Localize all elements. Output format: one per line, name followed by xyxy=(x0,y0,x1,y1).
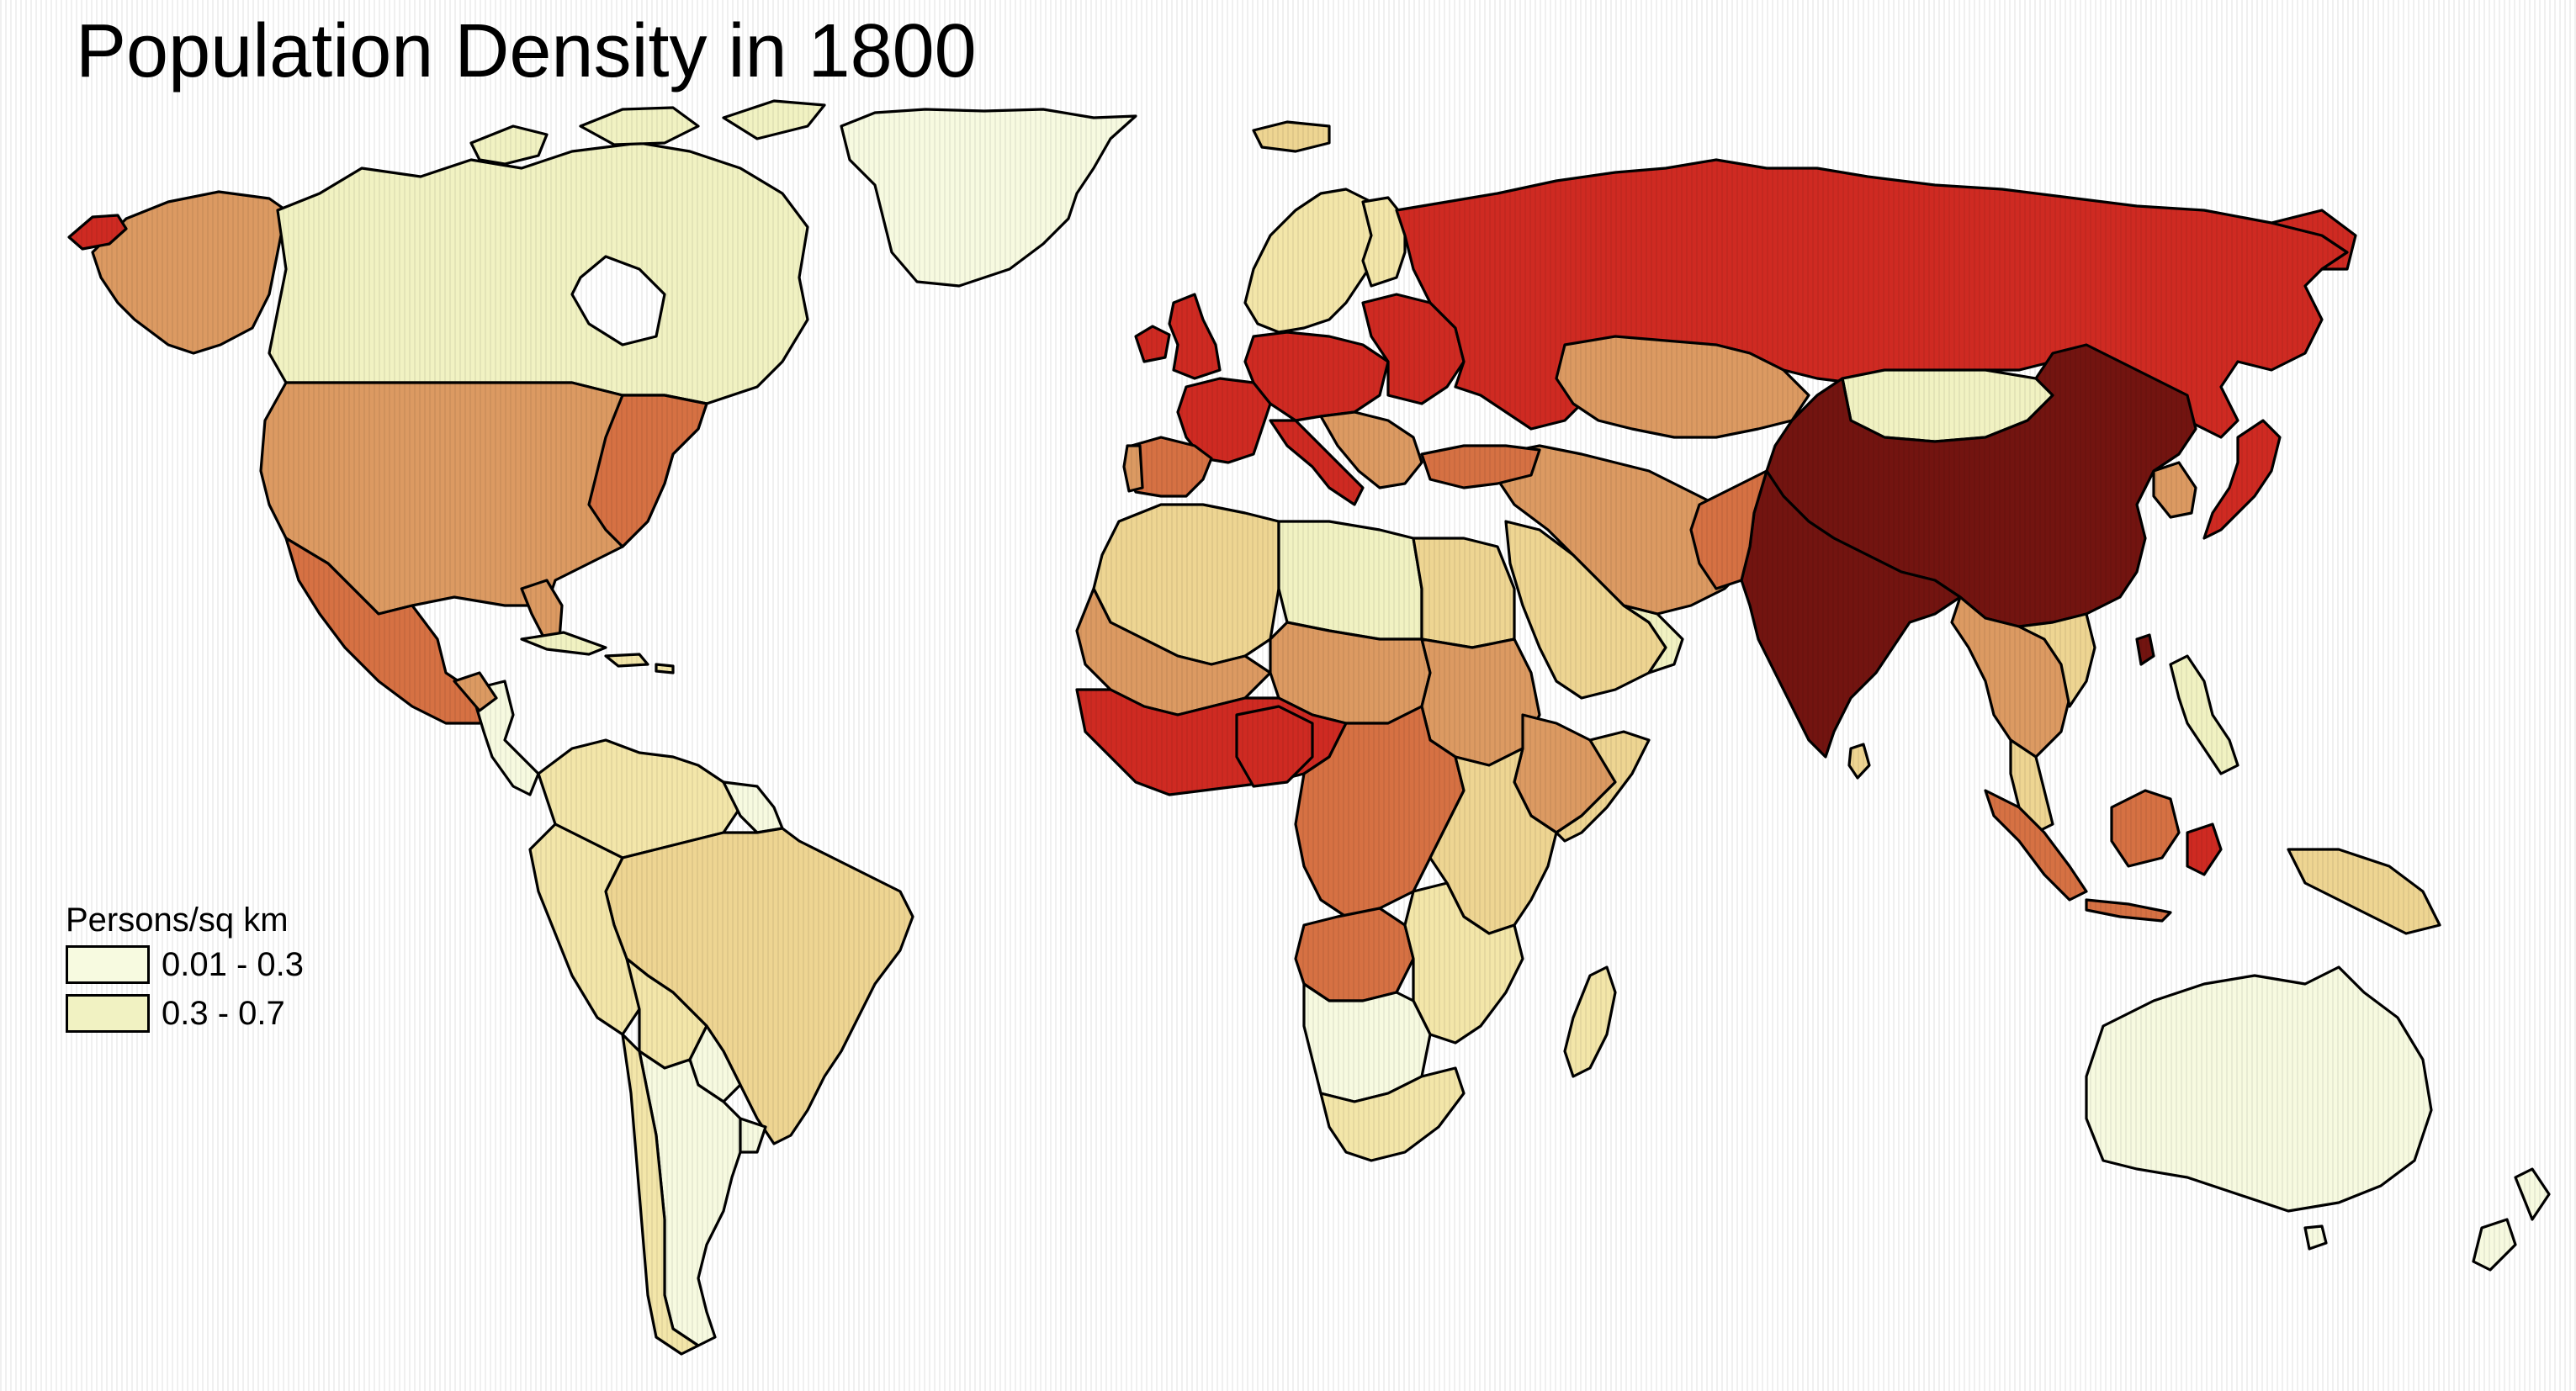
region-new-zealand xyxy=(2472,1167,2551,1272)
region-taiwan xyxy=(2135,633,2155,666)
legend-title: Persons/sq km xyxy=(66,902,289,939)
legend: Persons/sq km 0.01 - 0.3 0.3 - 0.7 xyxy=(66,900,304,1038)
oceania xyxy=(1984,789,2551,1272)
legend-label: 0.3 - 0.7 xyxy=(162,994,285,1032)
region-sulawesi xyxy=(2186,822,2223,876)
north-america xyxy=(67,99,1137,796)
region-libya xyxy=(1277,520,1423,641)
region-philippines xyxy=(2169,654,2239,775)
region-japan xyxy=(2202,419,2282,540)
region-cuba xyxy=(520,631,607,656)
region-iceland xyxy=(1252,120,1331,153)
region-angola xyxy=(1294,907,1415,1002)
region-portugal xyxy=(1122,444,1144,493)
region-uk xyxy=(1168,293,1222,380)
region-madagascar xyxy=(1563,965,1617,1078)
south-america xyxy=(528,738,914,1356)
region-korea xyxy=(2152,461,2197,519)
region-java xyxy=(2085,898,2172,923)
legend-item: 0.3 - 0.7 xyxy=(66,989,304,1038)
region-ireland xyxy=(1134,325,1171,363)
region-egypt xyxy=(1412,537,1516,649)
legend-swatch xyxy=(66,994,150,1033)
region-caribbean xyxy=(604,653,675,674)
region-greenland xyxy=(840,108,1137,288)
region-new-guinea xyxy=(2287,848,2441,935)
region-alaska xyxy=(91,190,288,355)
region-canada xyxy=(268,141,809,405)
region-borneo xyxy=(2110,789,2181,868)
region-australia xyxy=(2085,965,2433,1213)
region-tasmania xyxy=(2303,1224,2328,1251)
region-sri-lanka xyxy=(1847,743,1871,780)
legend-swatch xyxy=(66,945,150,984)
europe xyxy=(1122,120,1466,506)
legend-label: 0.01 - 0.3 xyxy=(162,945,305,983)
legend-item: 0.01 - 0.3 xyxy=(66,940,304,989)
